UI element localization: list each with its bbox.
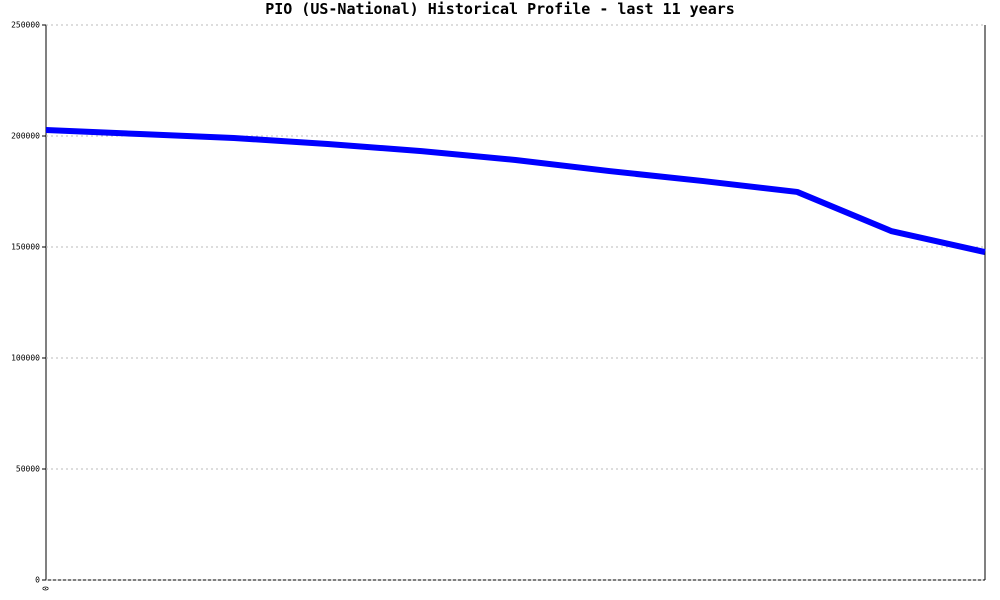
y-tick-label: 150000 xyxy=(11,243,40,252)
y-tick-label: 250000 xyxy=(11,21,40,30)
y-tick-label: 0 xyxy=(35,576,40,585)
line-series xyxy=(45,127,986,256)
x-tick-label: 0 xyxy=(42,586,51,591)
y-tick-label: 100000 xyxy=(11,354,40,363)
y-tick-label: 50000 xyxy=(16,465,40,474)
chart-title: PIO (US-National) Historical Profile - l… xyxy=(265,0,735,18)
y-tick-label: 200000 xyxy=(11,132,40,141)
